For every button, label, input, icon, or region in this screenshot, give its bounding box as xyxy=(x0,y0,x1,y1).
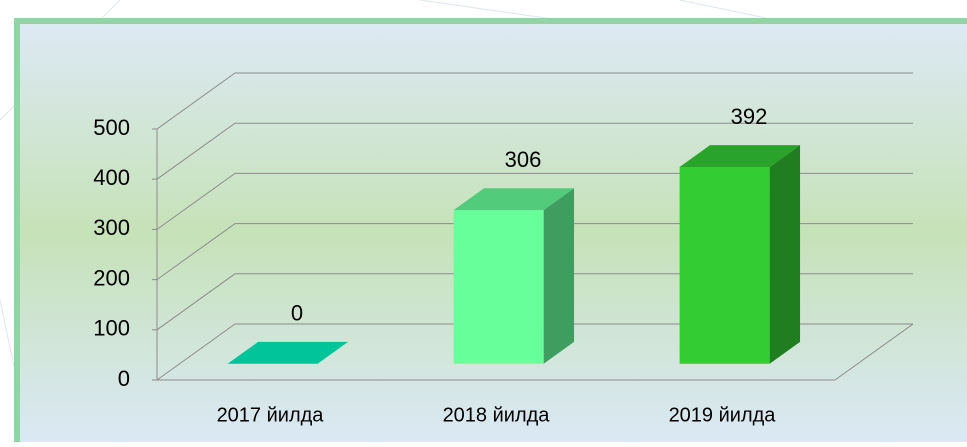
plot-area: 0 100 200 300 400 500 2017 йилда 0 2018 йилда 306… xyxy=(93,72,914,426)
grid-line xyxy=(156,72,913,130)
y-tick-label: 0 xyxy=(118,366,130,391)
bar-top xyxy=(227,341,349,364)
bar-top xyxy=(679,145,801,167)
bar-side xyxy=(769,145,801,364)
x-tick-label: 2018 йилда xyxy=(443,404,551,426)
value-label: 392 xyxy=(731,104,768,129)
grid-line xyxy=(156,122,913,180)
y-tick-label: 300 xyxy=(93,215,130,240)
y-tick-label: 100 xyxy=(93,316,130,341)
bar xyxy=(679,145,801,364)
bar-front xyxy=(679,166,770,364)
bar xyxy=(227,341,349,364)
x-tick-label: 2017 йилда xyxy=(217,404,325,426)
value-label: 0 xyxy=(291,301,303,326)
x-tick-label: 2019 йилда xyxy=(669,404,777,426)
bar-top xyxy=(453,188,575,211)
y-tick-label: 400 xyxy=(93,165,130,190)
bar-front xyxy=(453,210,544,364)
floor-line xyxy=(834,323,914,381)
value-label: 306 xyxy=(505,147,542,172)
y-tick-label: 200 xyxy=(93,265,130,290)
bar xyxy=(453,188,575,364)
bar-side xyxy=(543,188,575,364)
y-tick-label: 500 xyxy=(93,115,130,140)
